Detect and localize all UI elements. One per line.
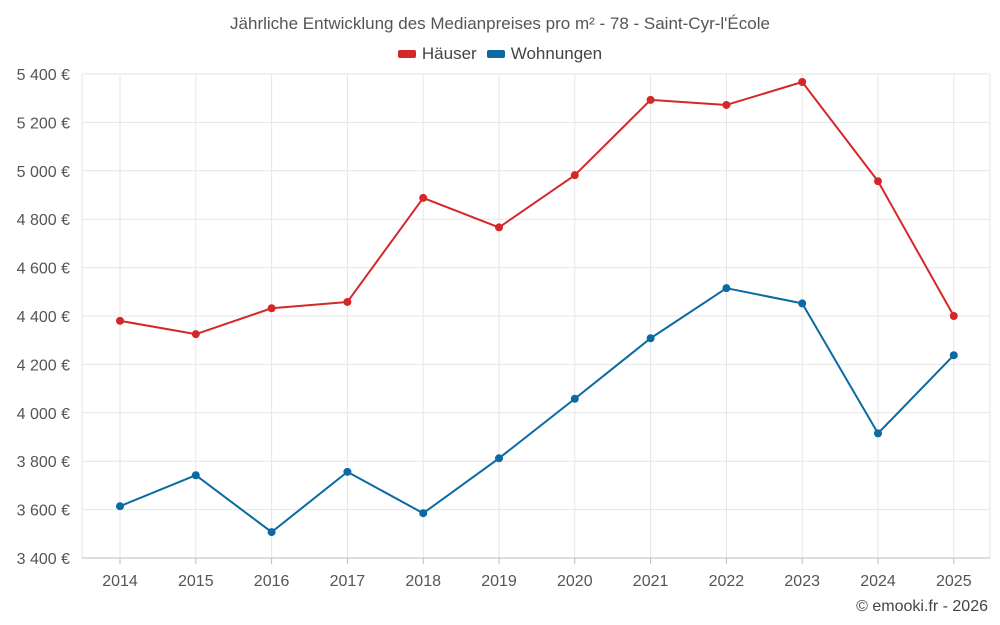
chart-title: Jährliche Entwicklung des Medianpreises …: [230, 14, 770, 33]
y-tick-label: 5 000 €: [17, 164, 70, 181]
x-tick-label: 2022: [709, 573, 745, 590]
y-tick-label: 3 600 €: [17, 503, 70, 520]
credit-text: © emooki.fr - 2026: [856, 598, 988, 615]
legend-item-haeuser[interactable]: Häuser: [397, 44, 477, 64]
data-point-haeuser: [116, 316, 124, 325]
y-tick-label: 4 800 €: [17, 212, 70, 229]
data-point-haeuser: [419, 193, 428, 202]
data-point-wohnungen: [722, 284, 731, 293]
series-line-haeuser: [119, 80, 955, 336]
legend-swatch-haeuser: [397, 50, 416, 58]
legend: Häuser Wohnungen: [0, 44, 1000, 64]
x-tick-label: 2021: [633, 573, 669, 590]
data-point-wohnungen: [570, 394, 579, 403]
x-tick-label: 2020: [557, 573, 593, 590]
data-point-wohnungen: [798, 299, 807, 308]
y-tick-label: 4 400 €: [17, 309, 70, 326]
data-point-wohnungen: [116, 502, 124, 511]
data-point-haeuser: [495, 223, 503, 232]
data-point-haeuser: [570, 171, 579, 180]
data-point-haeuser: [949, 312, 958, 320]
x-tick-label: 2018: [405, 573, 441, 590]
data-point-wohnungen: [646, 334, 655, 343]
data-point-wohnungen: [191, 471, 200, 480]
x-tick-label: 2024: [860, 573, 896, 590]
legend-swatch-wohnungen: [486, 50, 505, 58]
x-tick-label: 2016: [254, 573, 290, 590]
x-tick-label: 2015: [178, 573, 214, 590]
y-tick-label: 5 200 €: [17, 115, 70, 132]
legend-label-wohnungen: Wohnungen: [510, 44, 603, 63]
y-tick-label: 4 200 €: [17, 357, 70, 374]
x-tick-label: 2019: [481, 573, 517, 590]
legend-label-haeuser: Häuser: [421, 44, 477, 63]
x-tick-label: 2025: [936, 573, 972, 590]
data-point-haeuser: [874, 177, 882, 186]
data-point-haeuser: [267, 304, 276, 313]
data-point-haeuser: [798, 77, 807, 86]
y-tick-label: 5 400 €: [17, 67, 70, 84]
data-point-wohnungen: [267, 528, 276, 537]
data-point-wohnungen: [343, 467, 352, 476]
y-tick-label: 4 600 €: [17, 261, 70, 278]
data-point-haeuser: [191, 330, 200, 339]
data-point-haeuser: [343, 297, 352, 306]
y-tick-label: 3 800 €: [17, 454, 70, 471]
x-tick-label: 2014: [102, 573, 138, 590]
y-tick-label: 4 000 €: [17, 406, 70, 423]
data-point-wohnungen: [419, 509, 428, 518]
series-line-wohnungen: [119, 287, 955, 534]
data-point-haeuser: [646, 95, 655, 104]
x-tick-label: 2023: [784, 573, 820, 590]
data-point-wohnungen: [874, 429, 882, 438]
data-point-haeuser: [722, 100, 731, 109]
data-point-wohnungen: [949, 351, 958, 360]
data-point-wohnungen: [495, 454, 503, 463]
legend-item-wohnungen[interactable]: Wohnungen: [486, 44, 603, 64]
x-tick-label: 2017: [330, 573, 366, 590]
y-tick-label: 3 400 €: [17, 551, 70, 568]
